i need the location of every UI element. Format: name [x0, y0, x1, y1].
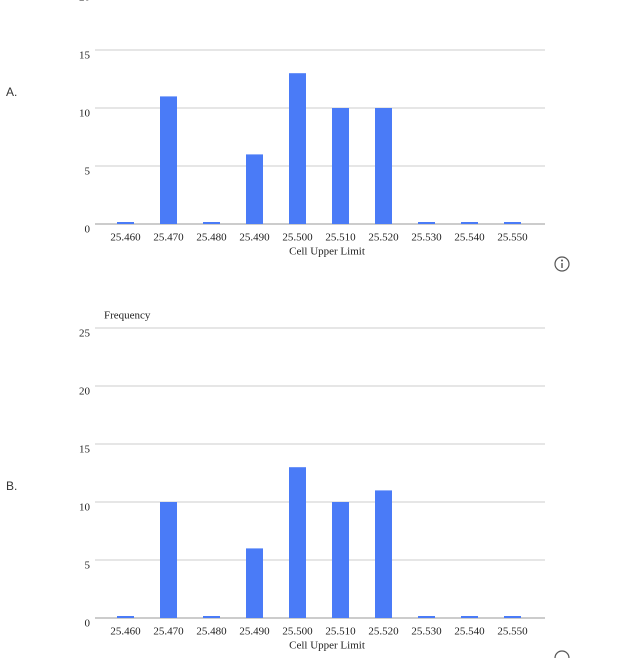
x-tick-label: 25.460 — [110, 626, 141, 638]
x-tick-label: 25.530 — [411, 626, 442, 638]
x-tick-label: 25.520 — [368, 232, 399, 244]
y-tick-label: 0 — [85, 224, 91, 236]
y-tick-label: 0 — [85, 618, 91, 630]
bar — [246, 154, 263, 224]
x-tick-label: 25.510 — [325, 626, 356, 638]
y-tick-label: 20 — [79, 386, 91, 398]
bar — [461, 222, 478, 224]
bar — [117, 222, 134, 224]
x-tick-label: 25.500 — [282, 626, 313, 638]
x-tick-label: 25.550 — [497, 232, 528, 244]
bar — [332, 108, 349, 224]
bar — [160, 502, 177, 618]
x-tick-label: 25.470 — [153, 626, 184, 638]
x-tick-label: 25.550 — [497, 626, 528, 638]
bar — [418, 222, 435, 224]
chart-title: Frequency — [104, 310, 151, 322]
bar — [504, 222, 521, 224]
bar — [289, 467, 306, 618]
y-tick-label: 15 — [79, 50, 91, 62]
x-tick-label: 25.520 — [368, 626, 399, 638]
x-tick-label: 25.490 — [239, 232, 270, 244]
y-tick-label: 5 — [85, 166, 91, 178]
bar — [203, 222, 220, 224]
x-tick-label: 25.510 — [325, 232, 356, 244]
y-tick-label: 10 — [79, 502, 91, 514]
bar — [332, 502, 349, 618]
option-label[interactable]: B. — [6, 479, 17, 493]
bar — [375, 108, 392, 224]
bar — [418, 616, 435, 618]
x-tick-label: 25.530 — [411, 232, 442, 244]
x-tick-label: 25.490 — [239, 626, 270, 638]
y-tick-label: 10 — [79, 108, 91, 120]
y-tick-label: 5 — [85, 560, 91, 572]
x-tick-label: 25.480 — [196, 626, 227, 638]
y-tick-label: 25 — [79, 328, 91, 340]
bar — [246, 548, 263, 618]
x-axis-label: Cell Upper Limit — [289, 246, 365, 258]
bar — [160, 96, 177, 224]
x-axis-label: Cell Upper Limit — [289, 640, 365, 652]
x-tick-label: 25.540 — [454, 626, 485, 638]
x-tick-label: 25.460 — [110, 232, 141, 244]
x-tick-label: 25.540 — [454, 232, 485, 244]
y-tick-label: 15 — [79, 444, 91, 456]
bar — [289, 73, 306, 224]
info-icon[interactable] — [554, 650, 570, 658]
bar — [375, 490, 392, 618]
y-tick-label: 20 — [79, 0, 91, 4]
x-tick-label: 25.500 — [282, 232, 313, 244]
bar — [117, 616, 134, 618]
option-label[interactable]: A. — [6, 85, 17, 99]
info-icon[interactable] — [554, 256, 570, 272]
x-tick-label: 25.480 — [196, 232, 227, 244]
bar — [461, 616, 478, 618]
bar — [504, 616, 521, 618]
bar — [203, 616, 220, 618]
x-tick-label: 25.470 — [153, 232, 184, 244]
